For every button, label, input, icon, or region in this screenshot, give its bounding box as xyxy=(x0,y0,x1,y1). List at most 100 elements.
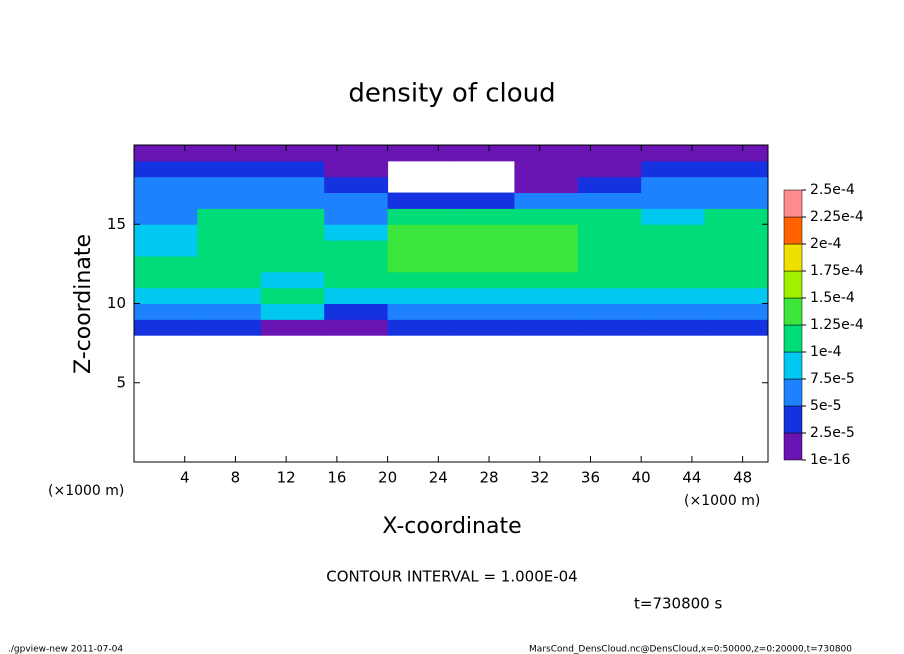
cell xyxy=(324,240,389,257)
cell xyxy=(324,287,389,304)
cell xyxy=(324,145,389,162)
colorbar-label: 1.75e-4 xyxy=(810,263,864,279)
colorbar-box xyxy=(783,432,803,461)
cell xyxy=(324,255,389,273)
cell xyxy=(260,145,325,162)
colorbar-box xyxy=(783,297,803,326)
cell xyxy=(704,271,769,289)
cell xyxy=(260,208,325,225)
cell xyxy=(514,224,579,241)
cell xyxy=(197,145,262,162)
x-tick-label: 32 xyxy=(530,469,549,487)
colorbar-label: 2e-4 xyxy=(810,236,842,252)
x-tick-label: 16 xyxy=(327,469,346,487)
cell xyxy=(514,240,579,257)
cell xyxy=(641,192,706,209)
cell xyxy=(577,192,642,209)
cell xyxy=(641,255,706,273)
colorbar-box xyxy=(783,189,803,218)
cell xyxy=(641,145,706,162)
cell xyxy=(197,240,262,257)
cell xyxy=(260,303,325,320)
cell xyxy=(577,303,642,320)
cell xyxy=(134,255,198,273)
cell xyxy=(197,160,262,178)
chart-title: density of cloud xyxy=(348,79,555,109)
cell xyxy=(704,160,769,178)
x-tick-label: 12 xyxy=(277,469,296,487)
x-unit-label: (×1000 m) xyxy=(684,493,760,509)
cell xyxy=(387,255,452,273)
cell xyxy=(704,255,769,273)
cell xyxy=(514,176,579,194)
cell xyxy=(451,319,515,336)
cell xyxy=(260,287,325,304)
cell xyxy=(641,240,706,257)
cell xyxy=(514,271,579,289)
cell xyxy=(451,255,515,273)
colorbar-label: 1e-4 xyxy=(810,344,842,360)
x-tick-label: 48 xyxy=(733,469,752,487)
x-axis-label: X-coordinate xyxy=(382,514,521,539)
cell xyxy=(704,303,769,320)
cell xyxy=(577,255,642,273)
cell xyxy=(387,303,452,320)
y-tick-label: 5 xyxy=(116,373,126,391)
cell xyxy=(514,160,579,178)
cell xyxy=(641,208,706,225)
cell xyxy=(514,319,579,336)
cell xyxy=(197,176,262,194)
colorbar-label: 1.5e-4 xyxy=(810,290,855,306)
cell xyxy=(387,319,452,336)
cell xyxy=(514,255,579,273)
cell xyxy=(197,255,262,273)
cell xyxy=(514,287,579,304)
cell xyxy=(134,176,198,194)
cell xyxy=(577,160,642,178)
cell xyxy=(704,224,769,241)
cell xyxy=(387,240,452,257)
cell xyxy=(324,208,389,225)
cell xyxy=(641,224,706,241)
x-tick-label: 8 xyxy=(231,469,241,487)
cell xyxy=(387,287,452,304)
cell xyxy=(451,271,515,289)
cell xyxy=(451,287,515,304)
cell xyxy=(260,255,325,273)
cell xyxy=(514,208,579,225)
colorbar-label: 2.5e-4 xyxy=(810,182,855,198)
cell xyxy=(260,271,325,289)
cell xyxy=(387,145,452,162)
cell xyxy=(260,192,325,209)
cell xyxy=(451,208,515,225)
cell xyxy=(134,160,198,178)
colorbar-label: 5e-5 xyxy=(810,398,841,414)
cell xyxy=(134,319,198,336)
cell xyxy=(260,176,325,194)
cell xyxy=(641,176,706,194)
cell xyxy=(387,224,452,241)
cell xyxy=(387,271,452,289)
x-tick-label: 4 xyxy=(180,469,190,487)
cell xyxy=(324,160,389,178)
y-axis-label: Z-coordinate xyxy=(71,234,96,374)
cell xyxy=(197,224,262,241)
colorbar-label: 2.5e-5 xyxy=(810,425,855,441)
cell xyxy=(324,176,389,194)
cell xyxy=(134,192,198,209)
cell xyxy=(324,319,389,336)
cell xyxy=(387,192,452,209)
cell xyxy=(704,287,769,304)
cell xyxy=(197,319,262,336)
cell xyxy=(641,303,706,320)
cell xyxy=(451,303,515,320)
cell xyxy=(324,224,389,241)
x-tick-label: 40 xyxy=(632,469,651,487)
time-note: t=730800 s xyxy=(634,595,722,613)
cell xyxy=(451,224,515,241)
cell xyxy=(704,192,769,209)
footer-left: ./gpview-new 2011-07-04 xyxy=(8,645,123,654)
cell xyxy=(577,287,642,304)
cell xyxy=(641,271,706,289)
